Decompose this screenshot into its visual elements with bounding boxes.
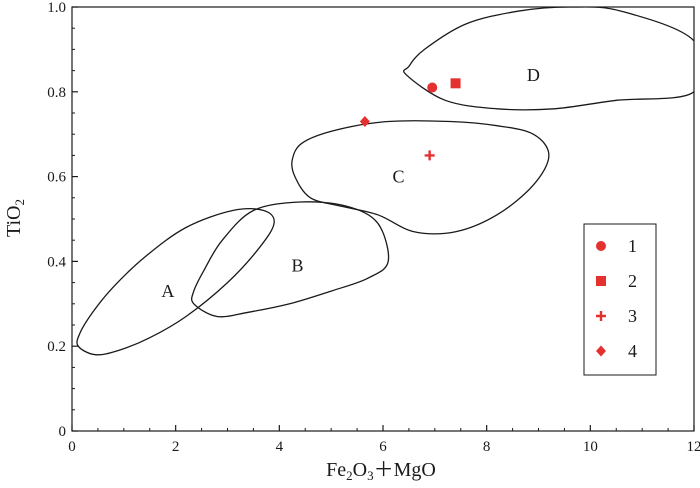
legend-label-2: 2 (628, 271, 637, 291)
region-outlines (76, 7, 694, 356)
data-point-series-1 (427, 82, 438, 93)
region-outline-a (76, 208, 275, 356)
legend-marker-4 (596, 345, 606, 357)
legend-marker-2 (596, 276, 606, 286)
data-point-series-3 (424, 150, 435, 161)
x-tick-label: 2 (172, 439, 180, 455)
x-tick-label: 6 (379, 439, 387, 455)
x-tick-label: 0 (68, 439, 76, 455)
region-label-a: A (161, 281, 174, 301)
x-tick-label: 10 (583, 439, 598, 455)
data-points (359, 78, 461, 161)
region-outline-d (403, 7, 694, 111)
y-axis-ticks: 0 0.2 0.4 0.6 0.8 1.0 (47, 0, 78, 440)
x-axis-title: Fe2O3＋MgO (326, 459, 436, 483)
legend-label-3: 3 (628, 306, 637, 326)
region-label-b: B (291, 256, 303, 276)
legend-box (583, 223, 657, 376)
region-labels: A B C D (161, 65, 539, 301)
y-tick-label: 1.0 (47, 0, 66, 16)
x-tick-label: 12 (687, 439, 700, 455)
region-outline-c (291, 120, 550, 235)
x-axis-ticks: 0 2 4 6 8 10 12 (68, 425, 700, 455)
y-tick-label: 0.4 (47, 254, 66, 270)
data-point-series-2 (450, 78, 461, 89)
y-tick-label: 0.2 (47, 339, 66, 355)
x-tick-label: 8 (483, 439, 491, 455)
y-tick-label: 0 (59, 424, 67, 440)
region-label-c: C (393, 167, 405, 187)
x-tick-label: 4 (276, 439, 284, 455)
legend-label-4: 4 (628, 341, 637, 361)
legend-marker-1 (596, 241, 606, 251)
region-label-d: D (527, 65, 540, 85)
legend: 1 2 3 4 (583, 223, 657, 376)
region-outline-b (190, 201, 390, 318)
legend-marker-3 (596, 311, 606, 321)
y-tick-label: 0.8 (47, 85, 66, 101)
y-tick-label: 0.6 (47, 170, 66, 186)
y-axis-title: TiO2 (3, 199, 27, 237)
legend-label-1: 1 (628, 236, 637, 256)
data-point-series-4 (359, 115, 370, 127)
